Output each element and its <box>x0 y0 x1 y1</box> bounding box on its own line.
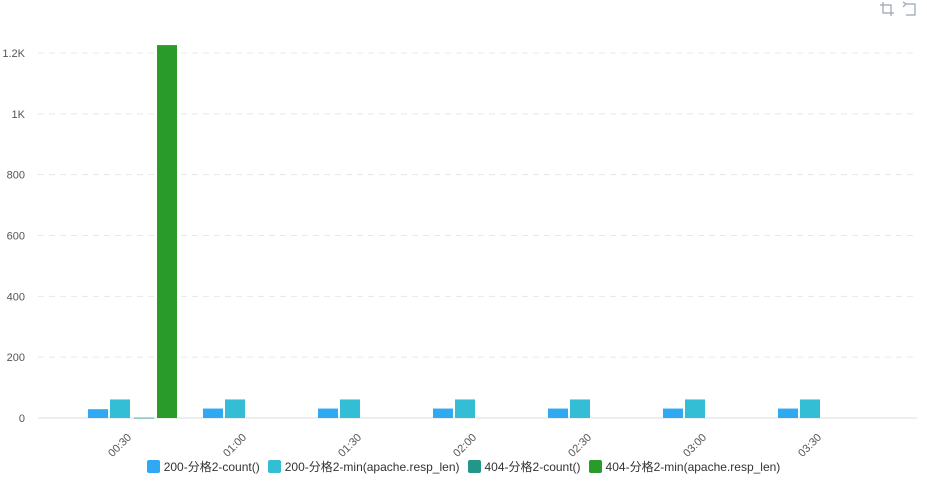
bar <box>685 399 705 418</box>
y-tick-label: 600 <box>7 231 25 243</box>
legend-item[interactable]: 200-分格2-min(apache.resp_len) <box>267 458 460 475</box>
x-tick-label: 01:00 <box>221 432 249 460</box>
x-tick-label: 01:30 <box>336 432 364 460</box>
bar <box>88 409 108 418</box>
legend-swatch <box>467 460 481 473</box>
bar <box>340 399 360 418</box>
legend-label: 404-分格2-min(apache.resp_len) <box>605 460 781 474</box>
bar <box>570 399 590 418</box>
y-tick-label: 200 <box>7 352 25 364</box>
bar <box>318 408 338 418</box>
legend-swatch <box>267 460 281 473</box>
bar <box>778 408 798 418</box>
chart-toolbar <box>879 1 917 17</box>
legend-item[interactable]: 404-分格2-count() <box>467 458 581 475</box>
undo-icon[interactable] <box>901 1 917 17</box>
bar <box>110 399 130 418</box>
bar <box>203 408 223 418</box>
y-tick-label: 800 <box>7 170 25 182</box>
y-tick-label: 1K <box>12 109 26 121</box>
bar <box>433 408 453 418</box>
legend-label: 404-分格2-count() <box>484 460 581 474</box>
bar <box>225 399 245 418</box>
legend-label: 200-分格2-min(apache.resp_len) <box>284 460 460 474</box>
crop-icon[interactable] <box>879 1 895 17</box>
x-tick-label: 03:30 <box>796 432 824 460</box>
x-tick-label: 00:30 <box>106 432 134 460</box>
y-tick-label: 400 <box>7 291 25 303</box>
x-tick-label: 02:00 <box>451 432 479 460</box>
legend-item[interactable]: 200-分格2-count() <box>146 458 260 475</box>
y-tick-label: 0 <box>19 413 25 425</box>
legend-item[interactable]: 404-分格2-min(apache.resp_len) <box>588 458 781 475</box>
chart-legend: 200-分格2-count() 200-分格2-min(apache.resp_l… <box>0 458 927 475</box>
bar <box>663 408 683 418</box>
bar <box>548 408 568 418</box>
legend-label: 200-分格2-count() <box>163 460 260 474</box>
y-tick-label: 1.2K <box>2 48 25 60</box>
x-tick-label: 02:30 <box>566 432 594 460</box>
bar <box>455 399 475 418</box>
legend-swatch <box>146 460 160 473</box>
legend-swatch <box>588 460 602 473</box>
bar <box>134 417 154 419</box>
x-tick-label: 03:00 <box>681 432 709 460</box>
bar <box>800 399 820 418</box>
bar <box>157 45 177 418</box>
